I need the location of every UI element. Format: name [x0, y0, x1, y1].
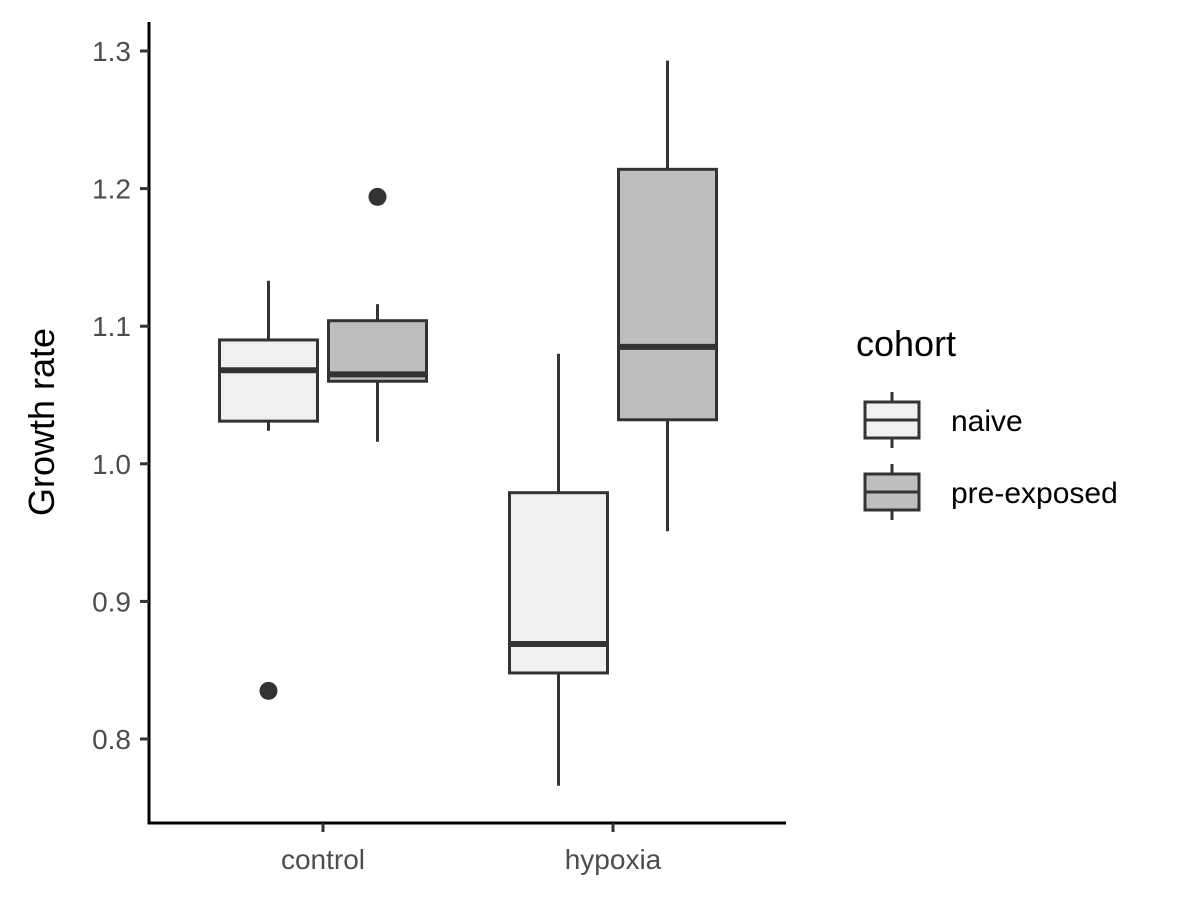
y-tick-label: 1.2 [92, 174, 131, 205]
y-ticks: 0.8 0.9 1.0 1.1 1.2 1.3 [92, 36, 149, 755]
box-pre-exposed-hypoxia [617, 60, 718, 532]
box-naive-control [218, 280, 319, 700]
x-tick-label: control [281, 844, 365, 875]
legend-label: naive [951, 405, 1023, 438]
legend-items: naive pre-exposed [863, 392, 1118, 520]
legend-item-pre-exposed: pre-exposed [863, 464, 1118, 520]
legend-item-naive: naive [863, 392, 1023, 448]
box-iqr [218, 338, 319, 423]
y-tick-label: 1.3 [92, 36, 131, 67]
box-iqr [617, 167, 718, 422]
y-tick-label: 1.1 [92, 311, 131, 342]
y-tick-label: 1.0 [92, 449, 131, 480]
outlier-point [368, 187, 387, 206]
box-naive-hypoxia [508, 353, 609, 786]
x-ticks: control hypoxia [281, 823, 662, 875]
box-iqr [327, 319, 428, 383]
axes: 0.8 0.9 1.0 1.1 1.2 1.3 control hypoxia Growth… [21, 22, 786, 875]
legend-title: cohort [856, 323, 956, 364]
plot-marks [218, 60, 718, 786]
outlier-point [259, 681, 278, 700]
legend-label: pre-exposed [951, 477, 1118, 510]
y-axis-title: Growth rate [21, 328, 62, 516]
x-tick-label: hypoxia [565, 844, 662, 875]
box-pre-exposed-control [327, 187, 428, 442]
y-tick-label: 0.9 [92, 586, 131, 617]
legend: cohort naive pre-exposed [856, 323, 1118, 520]
y-tick-label: 0.8 [92, 724, 131, 755]
